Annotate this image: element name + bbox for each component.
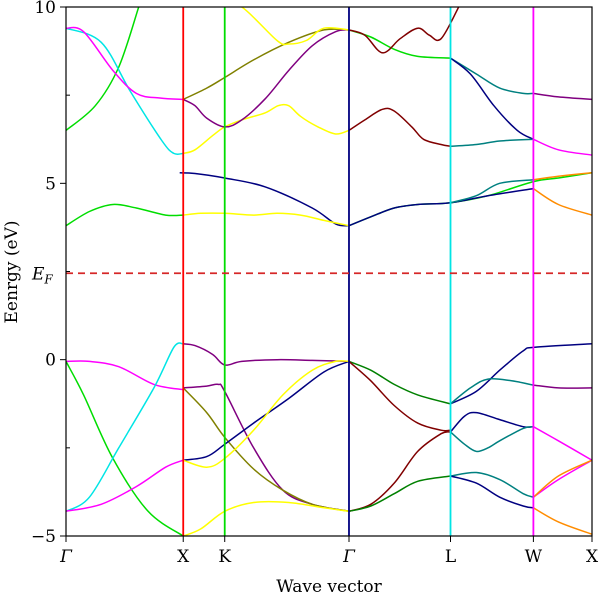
y-tick-label-2: 5 <box>45 174 56 194</box>
band-line-5 <box>66 360 184 391</box>
band-line-39 <box>450 377 534 405</box>
band-line-2 <box>66 27 184 156</box>
band-line-28 <box>450 138 534 148</box>
y-tick-label-1: 0 <box>45 351 56 371</box>
band-line-24 <box>348 7 460 54</box>
band-line-9 <box>182 103 350 155</box>
band-line-41 <box>449 411 534 433</box>
band-line-3 <box>66 26 184 101</box>
band-line-27 <box>450 57 534 140</box>
band-line-34 <box>348 360 451 405</box>
x-tick-label-5: W <box>525 547 543 567</box>
band-line-17 <box>182 387 350 513</box>
band-line-26 <box>450 57 534 95</box>
band-line-37 <box>348 475 451 513</box>
band-line-8 <box>66 459 184 513</box>
x-tick-label-6: X <box>586 547 599 567</box>
y-tick-label-0: −5 <box>31 527 56 547</box>
band-line-23 <box>348 107 451 148</box>
kpoint-lines <box>182 7 535 536</box>
x-tick-label-3: Γ <box>342 547 356 567</box>
band-line-43 <box>533 426 592 461</box>
band-lines <box>66 7 592 536</box>
band-line-47 <box>533 507 592 535</box>
fermi-level-label: EF <box>31 264 53 286</box>
band-line-42 <box>450 425 534 453</box>
band-line-36 <box>348 431 451 513</box>
y-axis: −5 0 5 10 <box>31 0 70 547</box>
band-line-44 <box>450 471 534 498</box>
band-line-32 <box>533 172 592 181</box>
band-line-30 <box>533 92 592 101</box>
band-line-25 <box>348 187 534 227</box>
band-line-46 <box>532 459 592 498</box>
band-line-35 <box>348 360 451 432</box>
plot-frame <box>65 6 593 537</box>
band-line-45 <box>450 475 534 509</box>
x-tick-label-0: Γ <box>59 547 73 567</box>
band-line-19 <box>182 360 350 468</box>
x-tick-label-1: X <box>177 547 190 567</box>
band-line-7 <box>66 342 184 512</box>
band-line-20 <box>182 500 350 536</box>
band-line-33 <box>532 187 592 216</box>
band-line-38 <box>450 343 592 405</box>
band-line-18 <box>183 360 350 461</box>
band-line-13 <box>179 172 350 227</box>
band-line-29 <box>450 179 534 204</box>
band-line-12 <box>224 7 350 46</box>
band-line-1 <box>66 7 140 131</box>
band-line-11 <box>182 29 350 128</box>
band-line-31 <box>533 138 592 156</box>
x-axis-title: Wave vector <box>276 577 382 597</box>
y-tick-label-3: 10 <box>34 0 56 18</box>
band-line-15 <box>183 343 350 366</box>
y-axis-title: Eenrgy (eV) <box>2 220 22 323</box>
band-line-40 <box>533 384 592 389</box>
band-line-14 <box>183 212 350 227</box>
band-line-16 <box>183 383 350 513</box>
x-tick-label-4: L <box>445 547 456 567</box>
band-line-10 <box>182 28 350 101</box>
band-line-4 <box>66 203 184 227</box>
x-tick-label-2: K <box>218 547 231 567</box>
band-line-48 <box>532 459 592 498</box>
